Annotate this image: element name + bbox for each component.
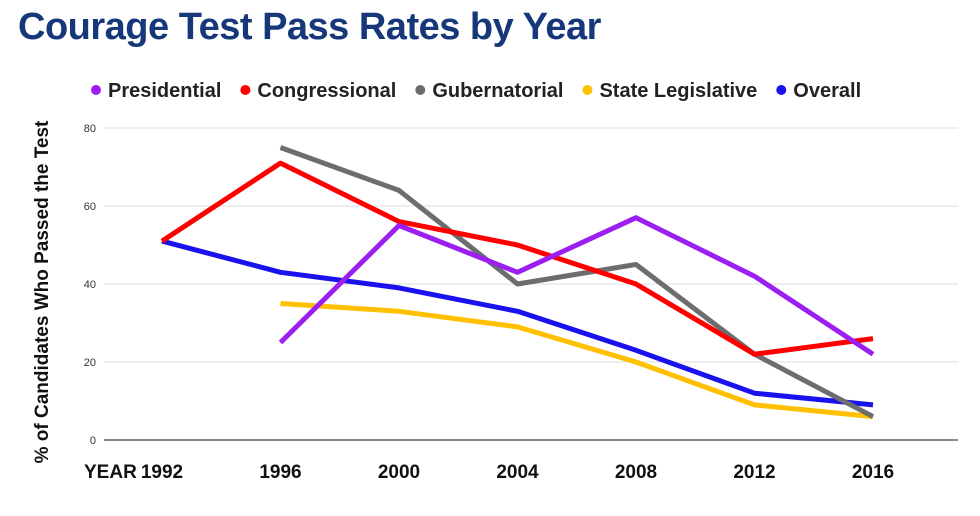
legend-label-presidential: Presidential	[108, 80, 221, 102]
legend-marker-gubernatorial	[415, 85, 426, 95]
x-tick-2016: 2016	[852, 462, 894, 483]
y-tick-0: 0	[90, 435, 96, 447]
legend-marker-overall	[776, 85, 787, 95]
x-tick-1992: 1992	[141, 462, 183, 483]
series-line-state-legislative	[280, 301, 874, 420]
series-line-presidential	[278, 215, 875, 357]
legend-label-state-legislative: State Legislative	[599, 80, 757, 102]
legend-marker-congressional	[240, 85, 251, 95]
series-lines	[160, 145, 875, 420]
y-tick-60: 60	[84, 201, 96, 213]
y-tick-40: 40	[84, 279, 96, 291]
x-tick-2012: 2012	[733, 462, 775, 483]
chart-title: Courage Test Pass Rates by Year	[18, 6, 601, 48]
x-tick-2000: 2000	[378, 462, 420, 483]
series-line-overall	[161, 238, 874, 408]
x-tick-2008: 2008	[615, 462, 657, 483]
legend-marker-presidential	[91, 85, 101, 95]
x-axis-label: YEAR	[84, 462, 137, 483]
series-line-gubernatorial	[279, 145, 875, 419]
y-axis-label: % of Candidates Who Passed the Test	[32, 120, 53, 463]
legend-label-gubernatorial: Gubernatorial	[432, 80, 563, 102]
legend-label-congressional: Congressional	[257, 80, 396, 102]
legend: Presidential Congressional Gubernatorial St…	[91, 80, 861, 102]
series-line-congressional	[160, 160, 874, 357]
y-tick-labels: 0 20 40 60 80	[84, 123, 96, 447]
legend-marker-state-legislative	[582, 85, 593, 95]
y-tick-80: 80	[84, 123, 96, 135]
legend-label-overall: Overall	[793, 80, 861, 102]
x-tick-2004: 2004	[496, 462, 539, 483]
x-tick-labels: 1992 1996 2000 2004 2008 2012 2016	[141, 462, 894, 483]
y-tick-20: 20	[84, 357, 96, 369]
x-tick-1996: 1996	[259, 462, 301, 483]
